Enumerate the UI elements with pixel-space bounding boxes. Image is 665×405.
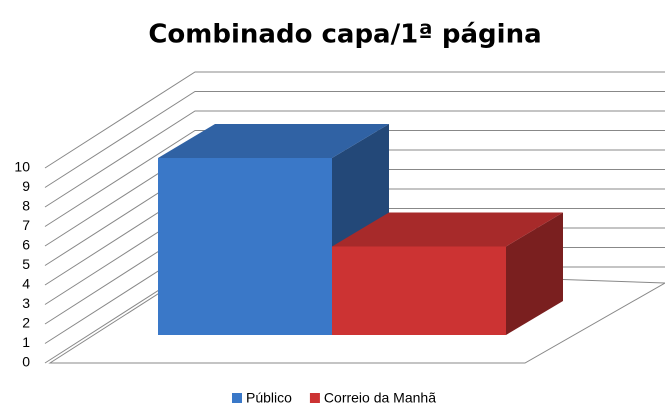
bar-top xyxy=(332,212,563,247)
legend-label: Público xyxy=(246,390,292,405)
y-tick-label: 1 xyxy=(22,334,30,350)
bar xyxy=(158,158,332,335)
grid-line xyxy=(44,110,665,208)
y-tick-label: 2 xyxy=(22,315,30,331)
grid-line xyxy=(44,91,665,188)
y-tick-label: 8 xyxy=(22,198,30,214)
legend-swatch xyxy=(309,393,320,403)
y-tick-label: 6 xyxy=(22,237,30,253)
y-tick-label: 10 xyxy=(14,159,30,175)
bar-top xyxy=(158,124,389,158)
y-tick-label: 7 xyxy=(22,217,30,233)
chart-title: Combinado capa/1ª página xyxy=(148,20,541,50)
y-tick-label: 4 xyxy=(22,276,30,292)
grid-line xyxy=(44,130,665,227)
y-tick-label: 3 xyxy=(22,295,30,311)
legend-swatch xyxy=(232,393,242,403)
floor xyxy=(48,266,665,364)
y-tick-label: 9 xyxy=(22,178,30,194)
bar-side xyxy=(506,212,563,335)
bar xyxy=(332,246,506,335)
y-tick-label: 0 xyxy=(22,354,30,370)
legend-label: Correio da Manhã xyxy=(324,390,436,405)
y-tick-label: 5 xyxy=(22,256,30,272)
grid-line xyxy=(44,71,665,169)
